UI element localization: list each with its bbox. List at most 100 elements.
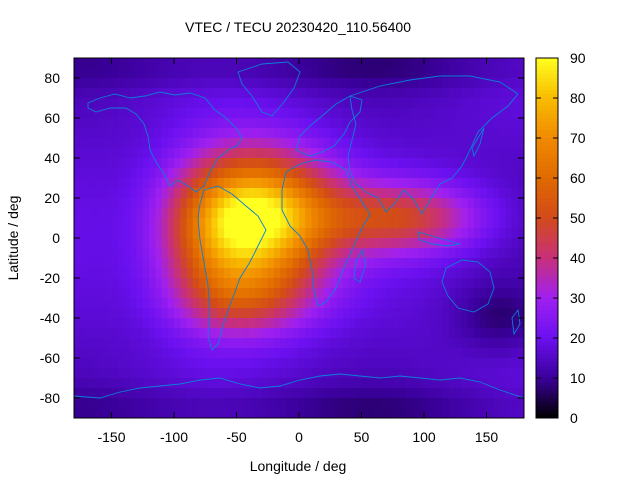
heatmap-cell (124, 118, 131, 129)
heatmap-cell (367, 158, 375, 169)
heatmap-cell (217, 278, 225, 289)
heatmap-cell (136, 88, 144, 99)
heatmap-cell (261, 278, 269, 289)
heatmap-cell (499, 358, 506, 369)
heatmap-cell (430, 198, 438, 209)
heatmap-cell (149, 358, 156, 369)
heatmap-cell (274, 148, 281, 159)
heatmap-cell (217, 68, 225, 79)
heatmap-cell (442, 88, 450, 99)
heatmap-cell (255, 338, 263, 349)
heatmap-cell (111, 308, 119, 319)
heatmap-cell (292, 218, 300, 229)
heatmap-cell (136, 218, 144, 229)
heatmap-cell (380, 318, 388, 329)
heatmap-cell (74, 118, 81, 129)
heatmap-cell (86, 288, 94, 299)
heatmap-cell (486, 88, 494, 99)
heatmap-cell (155, 348, 163, 359)
colorbar-tick-label: 60 (570, 170, 586, 186)
heatmap-cell (92, 338, 100, 349)
heatmap-cell (486, 128, 494, 139)
heatmap-cell (80, 218, 88, 229)
colorbar-band (536, 402, 558, 407)
heatmap-cell (99, 348, 106, 359)
heatmap-cell (142, 168, 150, 179)
colorbar-band (536, 342, 558, 347)
heatmap-cell (505, 158, 513, 169)
heatmap-cell (486, 248, 494, 259)
heatmap-cell (430, 288, 438, 299)
heatmap-cell (442, 78, 450, 89)
heatmap-cell (136, 248, 144, 259)
heatmap-cell (130, 78, 138, 89)
heatmap-cell (186, 378, 194, 389)
heatmap-cell (299, 148, 306, 159)
heatmap-cell (249, 78, 256, 89)
heatmap-cell (192, 348, 200, 359)
heatmap-cell (517, 258, 524, 269)
heatmap-cell (380, 218, 388, 229)
heatmap-cell (80, 108, 88, 119)
heatmap-cell (324, 388, 331, 399)
heatmap-cell (80, 78, 88, 89)
heatmap-cell (236, 208, 244, 219)
heatmap-cell (424, 398, 431, 409)
heatmap-cell (249, 58, 256, 69)
heatmap-cell (511, 268, 519, 279)
heatmap-cell (205, 388, 213, 399)
heatmap-cell (205, 58, 213, 69)
heatmap-cell (324, 258, 331, 269)
heatmap-cell (386, 108, 394, 119)
heatmap-cell (461, 98, 469, 109)
heatmap-cell (374, 368, 381, 379)
heatmap-cell (136, 138, 144, 149)
heatmap-cell (411, 178, 419, 189)
heatmap-cell (392, 358, 400, 369)
heatmap-cell (199, 298, 206, 309)
y-axis-label: Latitude / deg (5, 196, 21, 281)
heatmap-cell (374, 318, 381, 329)
heatmap-cell (99, 88, 106, 99)
heatmap-cell (417, 168, 425, 179)
heatmap-cell (511, 228, 519, 239)
heatmap-cell (399, 318, 406, 329)
heatmap-cell (149, 138, 156, 149)
heatmap-cell (242, 238, 250, 249)
heatmap-cell (492, 338, 500, 349)
heatmap-cell (380, 208, 388, 219)
heatmap-cell (224, 288, 231, 299)
heatmap-cell (130, 248, 138, 259)
heatmap-cell (261, 198, 269, 209)
heatmap-cell (211, 348, 219, 359)
heatmap-cell (255, 158, 263, 169)
heatmap-cell (242, 278, 250, 289)
coast-south-america (197, 185, 267, 351)
heatmap-cell (105, 158, 113, 169)
heatmap-cell (111, 118, 119, 129)
heatmap-cell (349, 328, 356, 339)
heatmap-cell (286, 208, 294, 219)
heatmap-cell (255, 408, 263, 418)
heatmap-cell (142, 208, 150, 219)
heatmap-cell (311, 278, 319, 289)
heatmap-cell (286, 338, 294, 349)
heatmap-cell (236, 258, 244, 269)
heatmap-cell (336, 78, 344, 89)
heatmap-cell (349, 338, 356, 349)
heatmap-cell (111, 408, 119, 418)
heatmap-cell (449, 68, 456, 79)
heatmap-cell (430, 388, 438, 399)
heatmap-cell (255, 258, 263, 269)
heatmap-cell (474, 58, 481, 69)
heatmap-cell (186, 218, 194, 229)
heatmap-cell (424, 168, 431, 179)
heatmap-cell (474, 388, 481, 399)
heatmap-cell (74, 388, 81, 399)
heatmap-cell (386, 308, 394, 319)
heatmap-cell (442, 308, 450, 319)
heatmap-cell (255, 388, 263, 399)
heatmap-cell (280, 138, 288, 149)
heatmap-cell (317, 288, 325, 299)
heatmap-cell (286, 268, 294, 279)
